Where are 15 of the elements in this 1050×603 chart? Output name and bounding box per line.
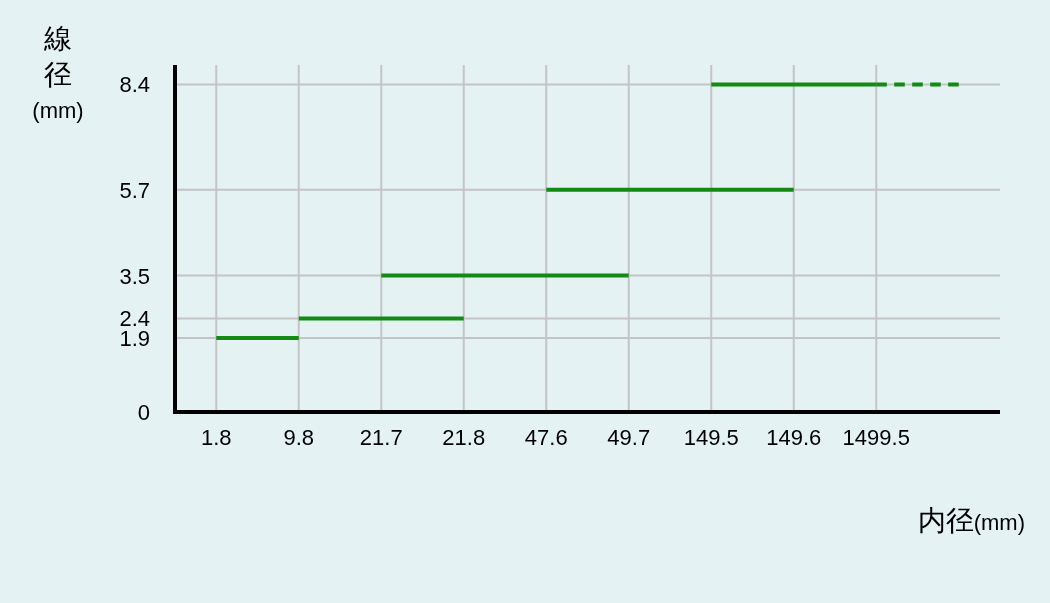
x-tick-label: 149.5 [683,425,739,450]
x-tick-label: 9.8 [283,425,315,450]
x-tick-label: 1.8 [200,425,232,450]
x-tick-label: 21.7 [359,425,403,450]
x-tick-label: 149.6 [766,425,822,450]
x-tick-label: 1499.5 [842,425,910,450]
x-tick-label: 47.6 [524,425,568,450]
y-axis-title: 線径(mm) [32,23,84,123]
y-tick-label: 5.7 [119,177,150,203]
x-tick-label: 21.8 [442,425,486,450]
x-tick-label: 49.7 [607,425,651,450]
y-tick-label: 3.5 [119,263,150,289]
x-axis-title: 内径(mm) [917,505,1025,536]
y-tick-label: 8.4 [119,72,150,98]
y-tick-label: 0 [137,400,150,425]
